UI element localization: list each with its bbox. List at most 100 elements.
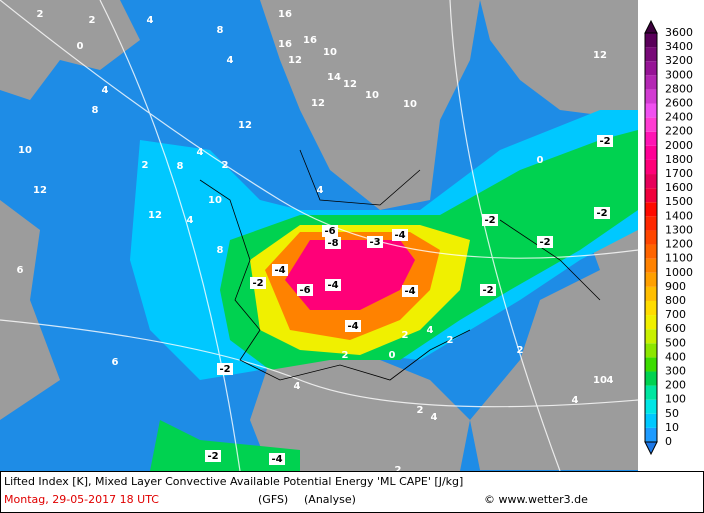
legend-label: 50 (665, 407, 679, 420)
label-box (345, 320, 361, 332)
legend-label: 0 (665, 435, 672, 448)
legend-label: 900 (665, 280, 686, 293)
contour-label: 2 (37, 9, 44, 20)
legend-swatch (645, 89, 657, 104)
footer (0, 471, 704, 513)
legend-swatch (645, 272, 657, 287)
legend-swatch (645, 329, 657, 344)
contour-label: 12 (288, 55, 302, 66)
contour-label: 8 (217, 245, 224, 256)
contour-label: -4 (394, 230, 405, 241)
legend-swatch (645, 300, 657, 316)
contour-label: 4 (317, 185, 324, 196)
legend-label: 2400 (665, 111, 693, 124)
label-box (269, 453, 285, 465)
legend-swatch (645, 385, 657, 400)
legend-frame (644, 32, 658, 443)
legend-swatch (645, 216, 657, 231)
label-box (402, 285, 418, 297)
label-box (325, 237, 341, 249)
legend-label: 1500 (665, 195, 693, 208)
contour-label: 2 (342, 350, 349, 361)
legend-label: 10 (665, 421, 679, 434)
contour-label: 4 (197, 147, 204, 158)
footer-date: Montag, 29-05-2017 18 UTC (4, 493, 159, 506)
legend-label: 700 (665, 308, 686, 321)
contour-label: 12 (593, 50, 607, 61)
contour-label: 12 (33, 185, 47, 196)
contour-label: 16 (278, 9, 292, 20)
contour-label: -6 (324, 226, 335, 237)
land (260, 0, 480, 210)
label-box (217, 363, 233, 375)
label-box (482, 214, 498, 226)
contour-label: 10 (593, 375, 607, 386)
legend-swatch (645, 357, 657, 372)
legend-label: 2000 (665, 139, 693, 152)
legend-swatch (645, 159, 657, 175)
legend-label: 2200 (665, 125, 693, 138)
contour-label: 12 (343, 79, 357, 90)
legend-swatch (645, 427, 657, 442)
legend-swatch (645, 399, 657, 414)
contour-label: 0 (77, 41, 84, 52)
land (250, 350, 470, 471)
footer-title: Lifted Index [K], Mixed Layer Convective… (4, 475, 463, 488)
contour-label: 0 (389, 350, 396, 361)
map (0, 0, 639, 472)
legend-label: 1000 (665, 266, 693, 279)
legend-swatch (645, 230, 657, 245)
contour-label: 2 (517, 345, 524, 356)
cloud-area (0, 200, 60, 420)
legend-swatch (645, 103, 657, 118)
contour-label: -2 (219, 364, 230, 375)
label-box (537, 236, 553, 248)
legend-swatch (645, 202, 657, 217)
cloud-area (0, 0, 140, 100)
contour-label: 10 (365, 90, 379, 101)
label-box (272, 264, 288, 276)
contour-label: 12 (238, 120, 252, 131)
legend-label: 800 (665, 294, 686, 307)
legend-label: 1300 (665, 223, 693, 236)
contour-label: 4 (431, 412, 438, 423)
contour-label: 2 (142, 160, 149, 171)
contour-label: 8 (217, 25, 224, 36)
legend-label: 400 (665, 350, 686, 363)
contour-label: -4 (327, 280, 338, 291)
legend-label: 500 (665, 336, 686, 349)
isoline (0, 0, 639, 472)
contour-label: 2 (89, 15, 96, 26)
legend-swatch (645, 258, 657, 273)
label-box (322, 225, 338, 237)
label-box (480, 284, 496, 296)
contour-label: 6 (17, 265, 24, 276)
contour-label: -2 (484, 215, 495, 226)
cape-green (150, 420, 300, 471)
legend-label: 3600 (665, 26, 693, 39)
contour-label: 6 (112, 357, 119, 368)
contour-label: -4 (404, 286, 415, 297)
label-box (297, 284, 313, 296)
footer-credit: © www.wetter3.de (484, 493, 588, 506)
legend-label: 1400 (665, 209, 693, 222)
contour-label: -8 (327, 238, 338, 249)
legend-swatch (645, 343, 657, 358)
contour-label: 16 (278, 39, 292, 50)
legend-label: 3400 (665, 40, 693, 53)
contour-label: -2 (207, 451, 218, 462)
contour-label: -2 (539, 237, 550, 248)
legend-label: 1100 (665, 252, 693, 265)
legend-label: 3200 (665, 54, 693, 67)
contour-label: 2 (417, 405, 424, 416)
legend-swatch (645, 33, 657, 48)
legend-label: 1200 (665, 238, 693, 251)
legend-swatch (645, 75, 657, 90)
label-box (594, 207, 610, 219)
contour-label: 2 (402, 330, 409, 341)
coastline (199, 149, 601, 381)
contour-label: -4 (347, 321, 358, 332)
label-box (367, 236, 383, 248)
contour-label: 2 (395, 465, 402, 476)
